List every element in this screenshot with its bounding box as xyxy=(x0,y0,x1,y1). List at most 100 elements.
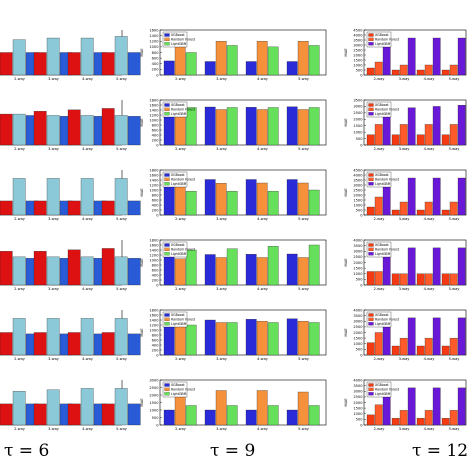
legend-entry: LightGBM xyxy=(171,252,187,256)
bar xyxy=(432,106,441,146)
legend-entry: LightGBM xyxy=(375,112,391,116)
bar xyxy=(256,41,268,76)
y-axis-label: MAE xyxy=(343,258,348,267)
bar xyxy=(297,41,309,76)
y-tick-label: 1400 xyxy=(149,248,159,252)
bar xyxy=(80,37,94,76)
y-axis-label: MAE xyxy=(139,48,144,57)
bar xyxy=(399,64,408,76)
y-tick-label: 1600 xyxy=(149,28,159,32)
x-tick-label: 2-way xyxy=(14,357,26,361)
tau-12-label: τ = 12 xyxy=(412,441,469,461)
bar xyxy=(185,107,197,146)
bar xyxy=(297,182,309,216)
bar xyxy=(391,418,400,426)
legend-swatch xyxy=(164,387,170,391)
legend-swatch xyxy=(164,33,170,37)
panel-a3: 2-way 3-way 4-way 5-way xyxy=(0,170,141,221)
x-tick-label: 5-way xyxy=(116,287,128,291)
bar xyxy=(101,200,115,216)
bar xyxy=(12,256,26,286)
bar xyxy=(226,248,238,286)
legend-swatch xyxy=(368,112,374,116)
y-tick-label: 0 xyxy=(360,423,363,427)
y-tick-label: 600 xyxy=(152,198,160,202)
bar xyxy=(245,254,257,286)
bar xyxy=(374,271,383,286)
y-tick-label: 500 xyxy=(356,137,364,141)
legend-entry: LightGBM xyxy=(375,182,391,186)
x-tick-label: 4-way xyxy=(257,427,269,431)
bar xyxy=(399,273,408,286)
x-tick-label: 2-way xyxy=(14,287,26,291)
bar xyxy=(46,37,60,76)
x-tick-label: 4-way xyxy=(257,77,269,81)
bar xyxy=(449,64,458,76)
y-tick-label: 1400 xyxy=(149,34,159,38)
bar xyxy=(391,69,400,76)
bar xyxy=(185,249,197,286)
legend-swatch xyxy=(368,322,374,326)
bar xyxy=(432,317,441,356)
bar xyxy=(114,388,128,426)
x-tick-label: 5-way xyxy=(449,147,461,151)
y-tick-label: 1200 xyxy=(149,183,159,187)
bar xyxy=(174,183,186,216)
y-tick-label: 1200 xyxy=(149,323,159,327)
legend-swatch xyxy=(164,392,170,396)
bar xyxy=(33,111,47,146)
x-tick-label: 2-way xyxy=(175,147,187,151)
y-tick-label: 600 xyxy=(152,338,160,342)
bar xyxy=(174,394,186,426)
legend-swatch xyxy=(164,177,170,181)
y-tick-label: 3000 xyxy=(353,43,363,47)
legend-swatch xyxy=(368,37,374,42)
y-tick-label: 800 xyxy=(152,51,160,55)
plot-frame xyxy=(159,239,327,286)
bar xyxy=(457,37,466,76)
bar xyxy=(12,178,26,216)
x-tick-label: 2-way xyxy=(374,147,386,151)
panel-a6: 2-way 3-way 4-way 5-way xyxy=(0,380,141,431)
y-tick-label: 500 xyxy=(356,68,364,72)
x-tick-label: 4-way xyxy=(424,427,436,431)
bar xyxy=(163,409,175,426)
bar xyxy=(267,405,279,426)
y-tick-label: 1500 xyxy=(353,406,363,410)
panel-a1: 2-way 3-way 4-way 5-way xyxy=(0,30,141,81)
bar xyxy=(46,178,60,216)
bar xyxy=(67,403,81,426)
bar xyxy=(441,418,450,426)
bar xyxy=(256,321,268,356)
bar xyxy=(80,178,94,216)
bar xyxy=(374,196,383,216)
legend-entry: XGBoost xyxy=(171,313,185,317)
bar xyxy=(366,67,375,76)
y-tick-label: 4500 xyxy=(353,28,363,32)
y-tick-label: 1500 xyxy=(353,336,363,340)
bar xyxy=(226,322,238,356)
x-tick-label: 3-way xyxy=(399,357,411,361)
y-tick-label: 0 xyxy=(156,143,159,147)
bar xyxy=(114,256,128,286)
x-tick-label: 2-way xyxy=(374,357,386,361)
bar xyxy=(407,37,416,76)
bar xyxy=(416,69,425,76)
y-tick-label: 0 xyxy=(360,283,363,287)
bar xyxy=(204,319,216,356)
bar xyxy=(12,113,26,146)
y-tick-label: 1400 xyxy=(149,178,159,182)
bar xyxy=(226,405,238,426)
legend-swatch xyxy=(368,182,374,186)
x-tick-label: 5-way xyxy=(449,427,461,431)
x-tick-label: 2-way xyxy=(14,427,26,431)
bar xyxy=(163,254,175,286)
y-tick-label: 800 xyxy=(152,123,160,127)
x-tick-label: 4-way xyxy=(82,147,94,151)
bar xyxy=(432,177,441,216)
